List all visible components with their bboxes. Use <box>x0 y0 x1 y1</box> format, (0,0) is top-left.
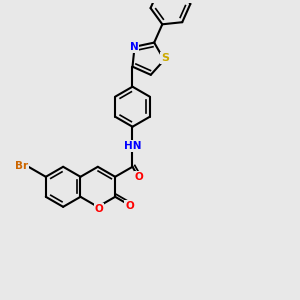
Text: S: S <box>161 53 169 63</box>
Text: N: N <box>130 42 138 52</box>
Text: HN: HN <box>124 141 141 151</box>
Text: O: O <box>95 204 104 214</box>
Text: O: O <box>125 201 134 211</box>
Text: Br: Br <box>15 161 28 171</box>
Text: O: O <box>135 172 144 182</box>
